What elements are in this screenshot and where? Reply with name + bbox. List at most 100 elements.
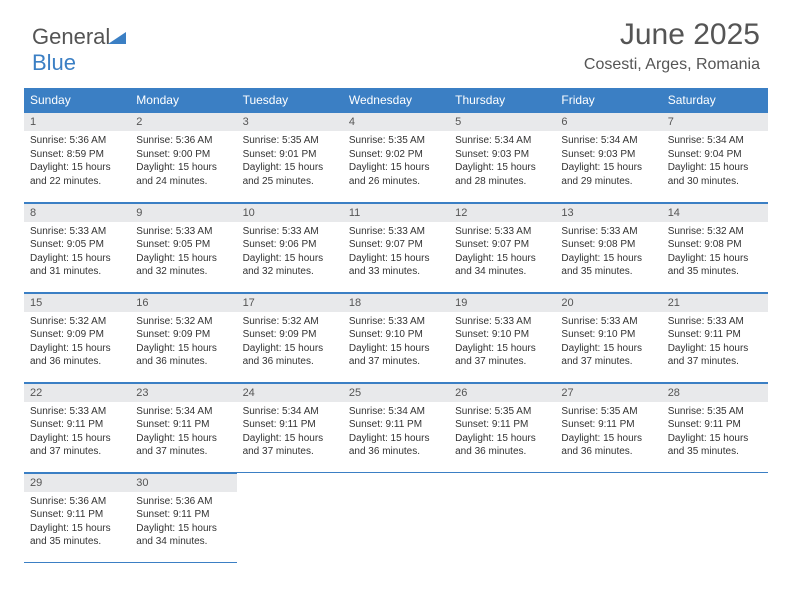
- day-number: 9: [130, 203, 236, 222]
- day-number: 26: [449, 383, 555, 402]
- day-number: 28: [662, 383, 768, 402]
- sunrise-line: Sunrise: 5:34 AM: [243, 405, 337, 419]
- sunset-line: Sunset: 9:02 PM: [349, 148, 443, 162]
- calendar-cell: 13Sunrise: 5:33 AMSunset: 9:08 PMDayligh…: [555, 202, 661, 292]
- sunrise-line: Sunrise: 5:34 AM: [349, 405, 443, 419]
- day-details: Sunrise: 5:36 AMSunset: 9:00 PMDaylight:…: [130, 131, 236, 194]
- calendar-cell: 10Sunrise: 5:33 AMSunset: 9:06 PMDayligh…: [237, 202, 343, 292]
- calendar-cell: 9Sunrise: 5:33 AMSunset: 9:05 PMDaylight…: [130, 202, 236, 292]
- daylight-line: Daylight: 15 hours and 26 minutes.: [349, 161, 443, 188]
- calendar-cell: [343, 472, 449, 562]
- sunset-line: Sunset: 9:04 PM: [668, 148, 762, 162]
- calendar-row: 8Sunrise: 5:33 AMSunset: 9:05 PMDaylight…: [24, 202, 768, 292]
- day-number: 21: [662, 293, 768, 312]
- sunrise-line: Sunrise: 5:34 AM: [136, 405, 230, 419]
- sunrise-line: Sunrise: 5:35 AM: [561, 405, 655, 419]
- logo-word-general: General: [32, 24, 110, 49]
- calendar-cell: 27Sunrise: 5:35 AMSunset: 9:11 PMDayligh…: [555, 382, 661, 472]
- calendar-cell: 16Sunrise: 5:32 AMSunset: 9:09 PMDayligh…: [130, 292, 236, 382]
- daylight-line: Daylight: 15 hours and 31 minutes.: [30, 252, 124, 279]
- day-details: Sunrise: 5:32 AMSunset: 9:08 PMDaylight:…: [662, 222, 768, 285]
- calendar-row: 22Sunrise: 5:33 AMSunset: 9:11 PMDayligh…: [24, 382, 768, 472]
- daylight-line: Daylight: 15 hours and 36 minutes.: [243, 342, 337, 369]
- day-details: Sunrise: 5:33 AMSunset: 9:10 PMDaylight:…: [449, 312, 555, 375]
- day-number: 16: [130, 293, 236, 312]
- sunset-line: Sunset: 9:11 PM: [30, 418, 124, 432]
- day-number: 6: [555, 112, 661, 131]
- day-details: Sunrise: 5:33 AMSunset: 9:08 PMDaylight:…: [555, 222, 661, 285]
- sunrise-line: Sunrise: 5:33 AM: [349, 315, 443, 329]
- day-details: Sunrise: 5:32 AMSunset: 9:09 PMDaylight:…: [237, 312, 343, 375]
- sunrise-line: Sunrise: 5:33 AM: [455, 225, 549, 239]
- day-number: 24: [237, 383, 343, 402]
- daylight-line: Daylight: 15 hours and 37 minutes.: [243, 432, 337, 459]
- sunset-line: Sunset: 9:09 PM: [243, 328, 337, 342]
- calendar-cell: 8Sunrise: 5:33 AMSunset: 9:05 PMDaylight…: [24, 202, 130, 292]
- sunset-line: Sunset: 9:11 PM: [349, 418, 443, 432]
- day-number: 11: [343, 203, 449, 222]
- calendar-cell: 18Sunrise: 5:33 AMSunset: 9:10 PMDayligh…: [343, 292, 449, 382]
- calendar-cell: 21 Sunrise: 5:33 AMSunset: 9:11 PMDayligh…: [662, 292, 768, 382]
- day-number: 27: [555, 383, 661, 402]
- day-number: 12: [449, 203, 555, 222]
- day-details: Sunrise: 5:33 AMSunset: 9:07 PMDaylight:…: [343, 222, 449, 285]
- sunset-line: Sunset: 9:03 PM: [455, 148, 549, 162]
- calendar-row: 29Sunrise: 5:36 AMSunset: 9:11 PMDayligh…: [24, 472, 768, 562]
- calendar-cell: [449, 472, 555, 562]
- sunrise-line: Sunrise: 5:36 AM: [30, 495, 124, 509]
- day-details: Sunrise: 5:33 AMSunset: 9:07 PMDaylight:…: [449, 222, 555, 285]
- logo-triangle-icon: [108, 30, 128, 46]
- sunrise-line: Sunrise: 5:33 AM: [561, 225, 655, 239]
- calendar-cell: 20Sunrise: 5:33 AMSunset: 9:10 PMDayligh…: [555, 292, 661, 382]
- day-header: Saturday: [662, 88, 768, 112]
- sunrise-line: Sunrise: 5:35 AM: [349, 134, 443, 148]
- day-details: Sunrise: 5:33 AMSunset: 9:05 PMDaylight:…: [24, 222, 130, 285]
- day-number: 7: [662, 112, 768, 131]
- day-number: 13: [555, 203, 661, 222]
- day-details: Sunrise: 5:34 AMSunset: 9:11 PMDaylight:…: [130, 402, 236, 465]
- sunrise-line: Sunrise: 5:33 AM: [30, 225, 124, 239]
- day-details: Sunrise: 5:33 AMSunset: 9:10 PMDaylight:…: [555, 312, 661, 375]
- daylight-line: Daylight: 15 hours and 34 minutes.: [455, 252, 549, 279]
- calendar-cell: [237, 472, 343, 562]
- sunset-line: Sunset: 9:11 PM: [455, 418, 549, 432]
- calendar-header-row: SundayMondayTuesdayWednesdayThursdayFrid…: [24, 88, 768, 112]
- sunset-line: Sunset: 9:11 PM: [243, 418, 337, 432]
- daylight-line: Daylight: 15 hours and 35 minutes.: [561, 252, 655, 279]
- daylight-line: Daylight: 15 hours and 34 minutes.: [136, 522, 230, 549]
- calendar-cell: 4Sunrise: 5:35 AMSunset: 9:02 PMDaylight…: [343, 112, 449, 202]
- sunset-line: Sunset: 8:59 PM: [30, 148, 124, 162]
- daylight-line: Daylight: 15 hours and 24 minutes.: [136, 161, 230, 188]
- sunrise-line: Sunrise: 5:33 AM: [668, 315, 762, 329]
- day-details: Sunrise: 5:33 AMSunset: 9:06 PMDaylight:…: [237, 222, 343, 285]
- daylight-line: Daylight: 15 hours and 36 minutes.: [349, 432, 443, 459]
- calendar-cell: 19Sunrise: 5:33 AMSunset: 9:10 PMDayligh…: [449, 292, 555, 382]
- sunrise-line: Sunrise: 5:33 AM: [561, 315, 655, 329]
- sunset-line: Sunset: 9:11 PM: [668, 418, 762, 432]
- sunrise-line: Sunrise: 5:33 AM: [243, 225, 337, 239]
- calendar-row: 1Sunrise: 5:36 AMSunset: 8:59 PMDaylight…: [24, 112, 768, 202]
- sunrise-line: Sunrise: 5:32 AM: [30, 315, 124, 329]
- day-details: Sunrise: 5:33 AMSunset: 9:05 PMDaylight:…: [130, 222, 236, 285]
- day-number: 29: [24, 473, 130, 492]
- daylight-line: Daylight: 15 hours and 37 minutes.: [561, 342, 655, 369]
- sunrise-line: Sunrise: 5:33 AM: [30, 405, 124, 419]
- daylight-line: Daylight: 15 hours and 25 minutes.: [243, 161, 337, 188]
- daylight-line: Daylight: 15 hours and 37 minutes.: [668, 342, 762, 369]
- daylight-line: Daylight: 15 hours and 37 minutes.: [455, 342, 549, 369]
- sunrise-line: Sunrise: 5:33 AM: [136, 225, 230, 239]
- sunset-line: Sunset: 9:10 PM: [349, 328, 443, 342]
- sunrise-line: Sunrise: 5:35 AM: [455, 405, 549, 419]
- daylight-line: Daylight: 15 hours and 22 minutes.: [30, 161, 124, 188]
- sunset-line: Sunset: 9:05 PM: [136, 238, 230, 252]
- calendar-cell: 25Sunrise: 5:34 AMSunset: 9:11 PMDayligh…: [343, 382, 449, 472]
- day-number: 15: [24, 293, 130, 312]
- calendar-cell: 3Sunrise: 5:35 AMSunset: 9:01 PMDaylight…: [237, 112, 343, 202]
- day-number: 18: [343, 293, 449, 312]
- sunrise-line: Sunrise: 5:35 AM: [243, 134, 337, 148]
- sunset-line: Sunset: 9:01 PM: [243, 148, 337, 162]
- daylight-line: Daylight: 15 hours and 37 minutes.: [30, 432, 124, 459]
- sunset-line: Sunset: 9:11 PM: [668, 328, 762, 342]
- calendar-cell: 2Sunrise: 5:36 AMSunset: 9:00 PMDaylight…: [130, 112, 236, 202]
- daylight-line: Daylight: 15 hours and 33 minutes.: [349, 252, 443, 279]
